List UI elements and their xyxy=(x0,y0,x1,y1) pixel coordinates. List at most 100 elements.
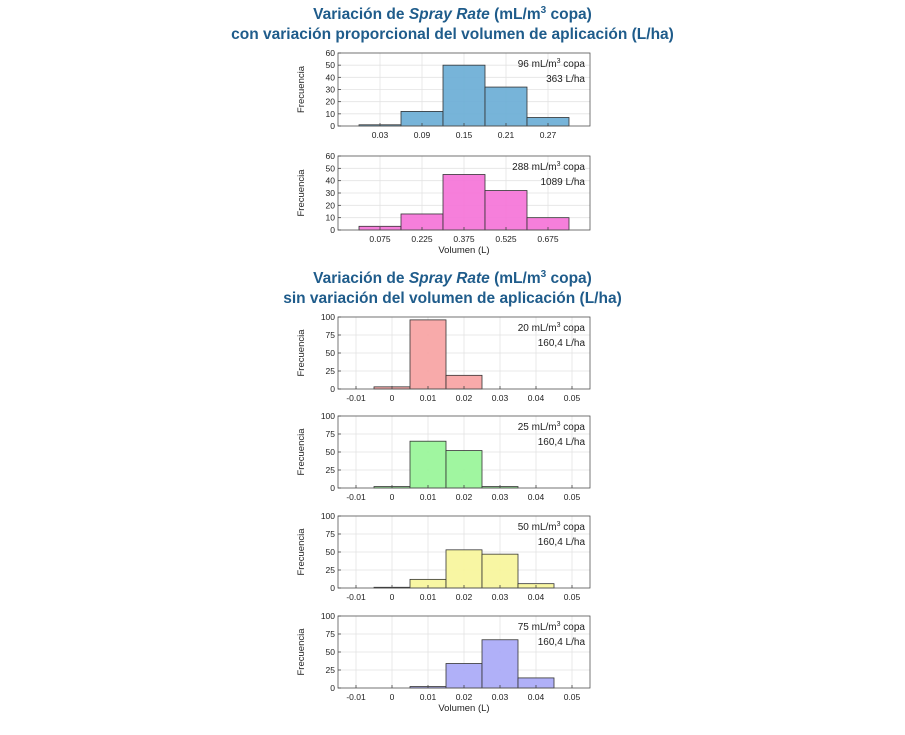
x-tick-label: 0.375 xyxy=(453,234,475,244)
x-tick-label: 0 xyxy=(390,393,395,403)
y-tick-label: 40 xyxy=(326,176,336,186)
x-tick-label: 0 xyxy=(390,492,395,502)
x-tick-label: 0.01 xyxy=(420,692,437,702)
y-tick-label: 75 xyxy=(326,429,336,439)
y-axis-label: Frecuencia xyxy=(296,65,307,113)
y-tick-label: 25 xyxy=(326,366,336,376)
histogram-bar xyxy=(442,174,486,231)
y-tick-label: 10 xyxy=(326,109,336,119)
y-axis-label: Frecuencia xyxy=(296,528,307,576)
x-tick-label: 0.05 xyxy=(564,692,581,702)
x-axis-label: Volumen (L) xyxy=(438,245,489,256)
y-axis-label: Frecuencia xyxy=(296,329,307,377)
y-tick-label: 60 xyxy=(326,48,336,58)
y-tick-label: 30 xyxy=(326,188,336,198)
y-tick-label: 75 xyxy=(326,629,336,639)
histogram-bar xyxy=(484,86,528,127)
x-tick-label: 0.05 xyxy=(564,592,581,602)
x-tick-label: 0.04 xyxy=(528,692,545,702)
x-tick-label: 0.01 xyxy=(420,492,437,502)
x-axis-label: Volumen (L) xyxy=(438,703,489,714)
x-tick-label: -0.01 xyxy=(346,393,366,403)
annotation-volume: 160,4 L/ha xyxy=(538,537,586,548)
annotation-volume: 160,4 L/ha xyxy=(538,437,586,448)
histogram-bar xyxy=(442,64,486,127)
y-tick-label: 75 xyxy=(326,330,336,340)
histogram-panel-4: 0 25 50 75 100 -0.01 0 0.01 0.02 0.03 0.04 0.05 Frec… xyxy=(296,411,591,502)
y-tick-label: 25 xyxy=(326,665,336,675)
histogram-bar xyxy=(481,639,519,689)
x-tick-label: 0.04 xyxy=(528,393,545,403)
x-tick-label: 0 xyxy=(390,592,395,602)
annotation-spray-rate: 288 mL/m3 copa xyxy=(512,161,585,173)
x-tick-label: 0.01 xyxy=(420,393,437,403)
y-tick-label: 50 xyxy=(326,163,336,173)
x-tick-label: -0.01 xyxy=(346,592,366,602)
y-tick-label: 60 xyxy=(326,151,336,161)
annotation-spray-rate: 75 mL/m3 copa xyxy=(518,621,586,633)
histogram-bar xyxy=(481,553,519,589)
x-tick-label: 0.05 xyxy=(564,492,581,502)
histogram-panel-2: 0 10 20 30 40 50 60 0.075 0.225 0.375 0.525 0.675 Fr… xyxy=(296,151,591,256)
annotation-spray-rate: 25 mL/m3 copa xyxy=(518,421,586,433)
y-tick-label: 0 xyxy=(330,121,335,131)
x-tick-label: 0.01 xyxy=(420,592,437,602)
x-tick-label: 0.03 xyxy=(492,692,509,702)
histogram-panel-6: 0 25 50 75 100 -0.01 0 0.01 0.02 0.03 0.04 0.05 Frec… xyxy=(296,611,591,714)
annotation-spray-rate: 50 mL/m3 copa xyxy=(518,521,586,533)
annotation-volume: 160,4 L/ha xyxy=(538,338,586,349)
y-tick-label: 30 xyxy=(326,85,336,95)
histogram-panel-3: 0 25 50 75 100 -0.01 0 0.01 0.02 0.03 0.04 0.05 Frec… xyxy=(296,312,591,403)
y-tick-label: 75 xyxy=(326,529,336,539)
y-tick-label: 20 xyxy=(326,200,336,210)
bottom-section-title-line1: Variación de Spray Rate (mL/m3 copa) xyxy=(313,268,592,287)
y-tick-label: 100 xyxy=(321,411,335,421)
x-tick-label: 0.225 xyxy=(411,234,433,244)
y-tick-label: 50 xyxy=(326,547,336,557)
y-tick-label: 25 xyxy=(326,465,336,475)
histogram-bar xyxy=(445,549,483,589)
x-tick-label: 0 xyxy=(390,692,395,702)
x-tick-label: 0.02 xyxy=(456,492,473,502)
top-section-title-line2: con variación proporcional del volumen d… xyxy=(231,26,674,43)
histogram-bar xyxy=(445,663,483,689)
annotation-spray-rate: 20 mL/m3 copa xyxy=(518,322,586,334)
histogram-bar xyxy=(409,319,447,390)
y-tick-label: 25 xyxy=(326,565,336,575)
y-tick-label: 100 xyxy=(321,611,335,621)
y-axis-label: Frecuencia xyxy=(296,428,307,476)
annotation-volume: 160,4 L/ha xyxy=(538,637,586,648)
x-tick-label: 0.02 xyxy=(456,393,473,403)
x-tick-label: 0.04 xyxy=(528,492,545,502)
x-tick-label: 0.04 xyxy=(528,592,545,602)
annotation-spray-rate: 96 mL/m3 copa xyxy=(518,58,586,70)
x-tick-label: 0.03 xyxy=(372,130,389,140)
x-tick-label: 0.525 xyxy=(495,234,517,244)
y-tick-label: 0 xyxy=(330,583,335,593)
y-axis-label: Frecuencia xyxy=(296,628,307,676)
histogram-panel-5: 0 25 50 75 100 -0.01 0 0.01 0.02 0.03 0.04 0.05 Frec… xyxy=(296,511,591,602)
histogram-bar xyxy=(484,190,528,231)
x-tick-label: -0.01 xyxy=(346,692,366,702)
x-tick-label: 0.675 xyxy=(537,234,559,244)
y-tick-label: 0 xyxy=(330,384,335,394)
annotation-volume: 363 L/ha xyxy=(546,74,585,85)
histogram-panel-1: 0 10 20 30 40 50 60 0.03 0.09 0.15 0.21 0.27 Frecuen… xyxy=(296,48,591,140)
y-tick-label: 0 xyxy=(330,483,335,493)
bottom-section-title-line2: sin variación del volumen de aplicación … xyxy=(283,290,622,307)
x-tick-label: 0.03 xyxy=(492,492,509,502)
x-tick-label: -0.01 xyxy=(346,492,366,502)
y-tick-label: 0 xyxy=(330,683,335,693)
y-tick-label: 50 xyxy=(326,60,336,70)
histogram-bar xyxy=(445,450,483,489)
y-tick-label: 20 xyxy=(326,97,336,107)
x-tick-label: 0.075 xyxy=(369,234,391,244)
y-axis-label: Frecuencia xyxy=(296,169,307,217)
x-tick-label: 0.15 xyxy=(456,130,473,140)
top-section-title-line1: Variación de Spray Rate (mL/m3 copa) xyxy=(313,4,592,23)
y-tick-label: 100 xyxy=(321,511,335,521)
x-tick-label: 0.09 xyxy=(414,130,431,140)
x-tick-label: 0.03 xyxy=(492,592,509,602)
y-tick-label: 10 xyxy=(326,213,336,223)
